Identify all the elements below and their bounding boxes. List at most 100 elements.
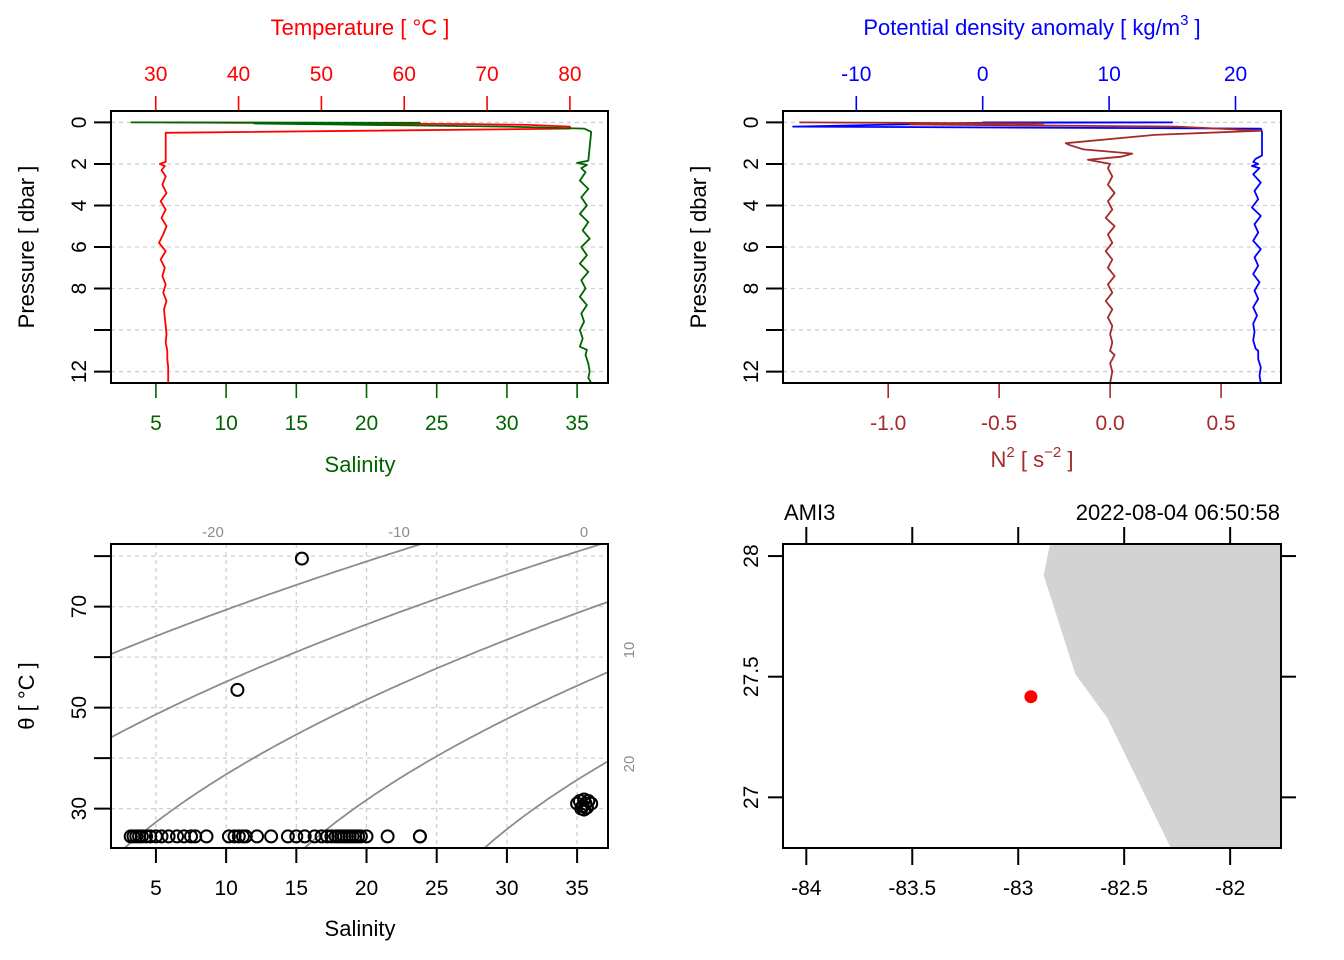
plot-frame bbox=[110, 543, 609, 849]
ts-point bbox=[314, 829, 329, 844]
n2-title-sup: 2 bbox=[1006, 444, 1014, 461]
axes: -84 -83.5 -83 -82.5 -82 27 27.5 28 bbox=[740, 527, 1296, 900]
temperature-axis-title: Temperature [ °C ] bbox=[271, 15, 450, 40]
temperature-tick-label: 70 bbox=[475, 63, 498, 86]
isopycnal-line bbox=[303, 671, 608, 848]
ts-point bbox=[353, 829, 368, 844]
series-salinity-line bbox=[130, 121, 593, 384]
density-title-sup: 3 bbox=[1180, 12, 1188, 29]
n2-title-end: ] bbox=[1061, 447, 1073, 472]
ts-point bbox=[297, 829, 312, 844]
n2-tick-label: 0.5 bbox=[1206, 412, 1235, 435]
isopycnal-line bbox=[483, 760, 608, 848]
pressure-axis-title: Pressure [ dbar ] bbox=[14, 166, 39, 329]
axes: 0 2 4 6 8 12 30 40 50 60 70 80 5 10 15 20 25 30 35 bbox=[68, 63, 589, 435]
ts-point bbox=[184, 829, 198, 844]
pressure-tick-label: 8 bbox=[740, 283, 763, 295]
pressure-axis-title: Pressure [ dbar ] bbox=[686, 166, 711, 329]
pressure-tick-label: 4 bbox=[68, 199, 91, 211]
panel-temperature-salinity-profile: Temperature [ °C ] Salinity Pressure [ d… bbox=[14, 15, 609, 477]
salinity-tick-label: 35 bbox=[565, 412, 588, 435]
pressure-tick-label: 2 bbox=[68, 158, 91, 170]
salinity-tick-label: 15 bbox=[285, 412, 308, 435]
temperature-tick-label: 60 bbox=[393, 63, 416, 86]
ts-point bbox=[250, 829, 264, 844]
theta-tick-label: 30 bbox=[68, 797, 91, 820]
ts-point bbox=[577, 792, 592, 807]
theta-tick-label: 70 bbox=[68, 595, 91, 618]
salinity-tick-label: 5 bbox=[150, 877, 162, 900]
latitude-tick-label: 28 bbox=[740, 544, 763, 567]
plot-frame bbox=[110, 110, 609, 384]
ts-point bbox=[170, 829, 184, 844]
longitude-tick-label: -83 bbox=[1003, 877, 1033, 900]
isopycnal-label: 10 bbox=[621, 642, 638, 659]
pressure-tick-label: 0 bbox=[740, 117, 763, 129]
longitude-tick-label: -83.5 bbox=[888, 877, 936, 900]
density-tick-label: -10 bbox=[841, 63, 871, 86]
longitude-tick-label: -82 bbox=[1215, 877, 1245, 900]
station-marker-group bbox=[1024, 690, 1038, 704]
ts-point bbox=[359, 829, 374, 844]
isopycnal-label: 0 bbox=[580, 524, 588, 541]
series-n2-line bbox=[799, 121, 1262, 384]
pressure-tick-label: 6 bbox=[68, 241, 91, 253]
ts-point bbox=[139, 829, 154, 844]
n2-axis-title: N2 [ s−2 ] bbox=[991, 444, 1074, 472]
temperature-tick-label: 30 bbox=[144, 63, 167, 86]
grid bbox=[783, 121, 1281, 373]
isopycnal-line bbox=[123, 600, 608, 848]
axes: 0 2 4 6 8 12 -10 0 10 20 -1.0 -0.5 0.0 0.5 bbox=[740, 63, 1247, 435]
n2-title-sup2: −2 bbox=[1044, 444, 1061, 461]
temperature-tick-label: 40 bbox=[227, 63, 250, 86]
isopycnal-label: -20 bbox=[202, 524, 224, 541]
ts-point bbox=[579, 800, 594, 815]
ts-point bbox=[577, 802, 592, 817]
isopycnal-line bbox=[111, 544, 425, 656]
salinity-tick-label: 20 bbox=[355, 412, 378, 435]
theta-axis-title: θ [ °C ] bbox=[14, 662, 39, 729]
pressure-tick-label: 0 bbox=[68, 117, 91, 129]
series-potential-density-anomaly-line bbox=[792, 121, 1263, 384]
salinity-tick-label: 20 bbox=[355, 877, 378, 900]
ts-point bbox=[221, 829, 236, 844]
pressure-tick-label: 8 bbox=[68, 283, 91, 295]
isopycnal-label: 20 bbox=[621, 756, 638, 773]
plot-frame bbox=[782, 110, 1282, 384]
salinity-tick-label: 15 bbox=[285, 877, 308, 900]
pressure-tick-label: 12 bbox=[740, 360, 763, 383]
theta-tick-label: 50 bbox=[68, 696, 91, 719]
station-datetime: 2022-08-04 06:50:58 bbox=[1076, 500, 1280, 525]
salinity-tick-label: 25 bbox=[425, 877, 448, 900]
n2-title-main: N bbox=[991, 447, 1007, 472]
density-tick-label: 10 bbox=[1097, 63, 1120, 86]
pressure-tick-label: 4 bbox=[740, 199, 763, 211]
isopycnal-line bbox=[111, 544, 605, 739]
station-name: AMI3 bbox=[784, 500, 835, 525]
salinity-axis-title: Salinity bbox=[325, 452, 396, 477]
density-title-main: Potential density anomaly [ kg/m bbox=[863, 15, 1180, 40]
salinity-tick-label: 35 bbox=[565, 877, 588, 900]
density-tick-label: 20 bbox=[1224, 63, 1247, 86]
temperature-tick-label: 50 bbox=[310, 63, 333, 86]
salinity-tick-label: 30 bbox=[495, 412, 518, 435]
pressure-tick-label: 12 bbox=[68, 360, 91, 383]
n2-tick-label: -1.0 bbox=[870, 412, 906, 435]
station-marker bbox=[1024, 690, 1038, 704]
land bbox=[1043, 544, 1281, 848]
temperature-tick-label: 80 bbox=[558, 63, 581, 86]
land-polygon bbox=[1043, 544, 1281, 848]
ts-point bbox=[161, 829, 176, 844]
salinity-tick-label: 30 bbox=[495, 877, 518, 900]
pressure-tick-label: 2 bbox=[740, 158, 763, 170]
series-group bbox=[130, 121, 593, 384]
plot-frame bbox=[782, 543, 1282, 849]
longitude-tick-label: -82.5 bbox=[1100, 877, 1148, 900]
ts-point bbox=[289, 829, 304, 844]
series-temperature-line bbox=[158, 121, 571, 383]
isopycnal-label: -10 bbox=[388, 524, 410, 541]
isopycnal-contours bbox=[111, 544, 608, 848]
n2-tick-label: 0.0 bbox=[1096, 412, 1125, 435]
latitude-tick-label: 27 bbox=[740, 786, 763, 809]
